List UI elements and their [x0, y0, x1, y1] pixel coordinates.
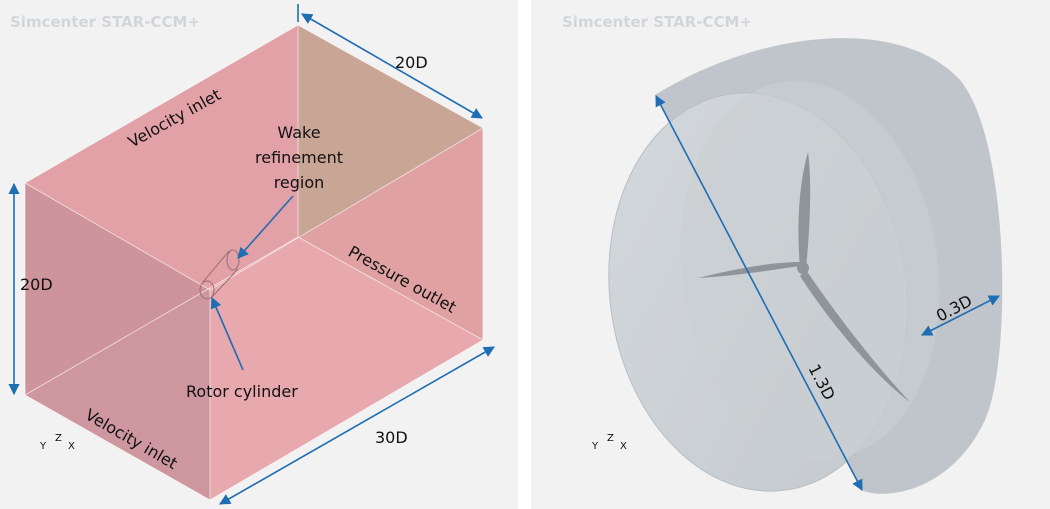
axis-label: Y	[39, 441, 47, 452]
dim-line	[301, 13, 483, 119]
label: 20D	[395, 53, 428, 72]
axis-label: X	[620, 441, 627, 452]
dim-line	[655, 95, 863, 491]
label: Rotor cylinder	[186, 382, 298, 401]
dim-line	[219, 346, 495, 505]
axis-label: Y	[591, 441, 599, 452]
axis-label: Z	[55, 433, 62, 444]
dim-line	[921, 295, 1000, 336]
axis-label: X	[68, 441, 75, 452]
label: region	[274, 173, 325, 192]
left-panel: Simcenter STAR-CCM+ 20D Velocity inlet W…	[0, 0, 518, 509]
label: 20D	[20, 275, 53, 294]
watermark: Simcenter STAR-CCM+	[562, 13, 752, 31]
right-panel: Simcenter STAR-CCM+ 1.3D 0.3D Y Z X	[531, 0, 1050, 509]
watermark: Simcenter STAR-CCM+	[10, 13, 200, 31]
label: 30D	[375, 428, 408, 447]
arrow	[210, 296, 244, 371]
label: Wake	[277, 123, 320, 142]
label: refinement	[255, 148, 343, 167]
arrow	[237, 195, 294, 259]
cylinders	[199, 249, 240, 300]
axis-label: Z	[607, 433, 614, 444]
